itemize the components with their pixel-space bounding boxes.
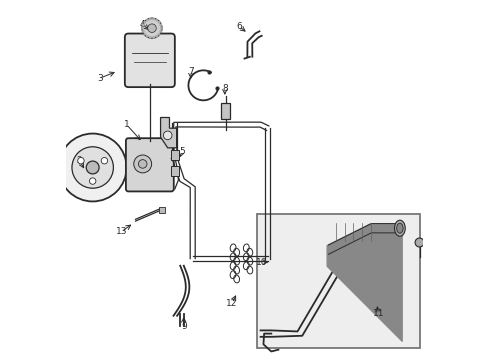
- Text: 8: 8: [222, 84, 227, 93]
- Text: 2: 2: [77, 156, 82, 165]
- Circle shape: [142, 18, 162, 38]
- Text: 6: 6: [236, 22, 242, 31]
- Circle shape: [163, 131, 172, 140]
- Circle shape: [89, 178, 96, 184]
- Circle shape: [101, 157, 107, 164]
- Circle shape: [142, 23, 144, 26]
- Text: 1: 1: [123, 120, 129, 129]
- Text: 5: 5: [179, 147, 184, 156]
- Circle shape: [149, 36, 151, 39]
- Polygon shape: [160, 117, 176, 148]
- Circle shape: [145, 19, 148, 22]
- Circle shape: [160, 27, 163, 30]
- Text: 12: 12: [226, 299, 237, 308]
- Circle shape: [59, 134, 126, 202]
- Circle shape: [134, 155, 151, 173]
- FancyBboxPatch shape: [124, 33, 175, 87]
- Circle shape: [138, 159, 147, 168]
- Text: 4: 4: [140, 20, 145, 29]
- Circle shape: [141, 27, 144, 30]
- Circle shape: [78, 157, 84, 164]
- Ellipse shape: [396, 223, 402, 233]
- Circle shape: [152, 36, 155, 39]
- Circle shape: [86, 161, 99, 174]
- Circle shape: [155, 19, 158, 22]
- Circle shape: [143, 33, 146, 36]
- Bar: [257, 214, 419, 348]
- Text: 9: 9: [181, 322, 186, 331]
- Bar: [159, 207, 164, 213]
- FancyBboxPatch shape: [125, 138, 173, 192]
- Circle shape: [72, 147, 113, 188]
- Circle shape: [147, 24, 156, 32]
- Text: 3: 3: [97, 74, 102, 83]
- Circle shape: [159, 23, 162, 26]
- Circle shape: [145, 35, 148, 38]
- Circle shape: [152, 18, 155, 21]
- Text: 7: 7: [188, 67, 193, 76]
- Text: 13: 13: [115, 227, 127, 236]
- Bar: [221, 103, 230, 119]
- Circle shape: [142, 30, 144, 33]
- Circle shape: [159, 30, 162, 33]
- Ellipse shape: [394, 220, 405, 236]
- Circle shape: [157, 21, 160, 24]
- Ellipse shape: [414, 238, 423, 247]
- Circle shape: [155, 35, 158, 38]
- Circle shape: [157, 33, 160, 36]
- Text: 10: 10: [255, 258, 267, 267]
- Bar: [170, 166, 179, 176]
- Circle shape: [143, 21, 146, 24]
- Circle shape: [149, 18, 151, 21]
- Text: 11: 11: [372, 310, 384, 319]
- Bar: [170, 150, 179, 160]
